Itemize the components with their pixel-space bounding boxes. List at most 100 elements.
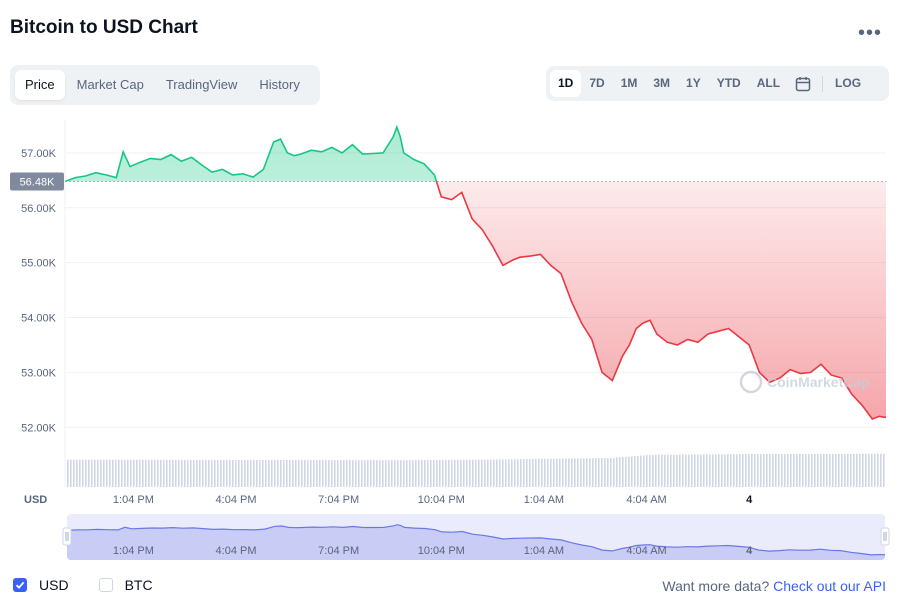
api-link[interactable]: Check out our API — [773, 578, 886, 594]
volume-bar — [373, 460, 375, 487]
range-all[interactable]: ALL — [756, 76, 781, 90]
volume-bar — [499, 459, 501, 487]
volume-bar — [514, 459, 516, 487]
range-ytd[interactable]: YTD — [716, 76, 741, 90]
volume-bar — [469, 459, 471, 487]
volume-bar — [700, 454, 702, 487]
volume-bar — [241, 459, 243, 487]
volume-bar — [814, 454, 816, 487]
volume-bar — [445, 459, 447, 487]
volume-bar — [592, 458, 594, 487]
volume-bar — [382, 460, 384, 487]
tab-history[interactable]: History — [259, 77, 300, 92]
volume-bar — [622, 457, 624, 487]
volume-bar — [220, 459, 222, 487]
volume-bar — [439, 459, 441, 487]
volume-bar — [571, 458, 573, 487]
volume-bar — [199, 459, 201, 487]
range-3m[interactable]: 3M — [653, 76, 671, 90]
volume-bar — [847, 453, 849, 487]
volume-bar — [139, 459, 141, 487]
volume-bar — [304, 460, 306, 487]
x-tick-label: 4:04 PM — [216, 494, 257, 506]
volume-bar — [397, 460, 399, 487]
volume-bar — [103, 459, 105, 487]
volume-bar — [91, 459, 93, 487]
calendar-icon[interactable] — [788, 70, 818, 97]
volume-bar — [748, 454, 750, 487]
volume-bar — [340, 460, 342, 487]
volume-bar — [544, 458, 546, 487]
tab-market-cap[interactable]: Market Cap — [76, 77, 144, 92]
navigator-handle-left[interactable] — [62, 527, 72, 546]
volume-bar — [865, 453, 867, 487]
volume-bar — [583, 458, 585, 487]
volume-bar — [328, 460, 330, 487]
volume-bar — [238, 459, 240, 487]
volume-bar — [658, 454, 660, 487]
volume-bar — [604, 457, 606, 487]
volume-bar — [799, 454, 801, 487]
navigator-handle-right[interactable] — [880, 527, 890, 546]
reference-price-label: 56.48K — [20, 176, 56, 188]
more-dots-icon[interactable]: ••• — [858, 22, 883, 44]
x-tick-label: 1:04 AM — [524, 494, 564, 506]
navigator-tick-label: 7:04 PM — [318, 545, 359, 557]
volume-bar — [664, 454, 666, 487]
log-scale-button[interactable]: LOG — [835, 76, 862, 90]
volume-bar — [406, 460, 408, 487]
x-tick-label: 4:04 AM — [626, 494, 666, 506]
volume-bar — [703, 454, 705, 487]
range-1y[interactable]: 1Y — [686, 76, 701, 90]
tab-tradingview[interactable]: TradingView — [165, 77, 238, 92]
volume-bar — [745, 454, 747, 487]
volume-bar — [625, 456, 627, 487]
volume-bar — [394, 460, 396, 487]
volume-bar — [193, 459, 195, 487]
volume-bar — [421, 460, 423, 487]
volume-bar — [154, 459, 156, 487]
usd-checkbox[interactable] — [13, 578, 27, 592]
volume-bar — [538, 458, 540, 487]
volume-bar — [226, 459, 228, 487]
volume-bar — [595, 458, 597, 487]
range-7d[interactable]: 7D — [589, 76, 605, 90]
volume-bar — [823, 454, 825, 487]
volume-bar — [568, 458, 570, 487]
volume-bar — [481, 459, 483, 487]
volume-bar — [403, 460, 405, 487]
volume-bar — [859, 453, 861, 487]
volume-bar — [367, 460, 369, 487]
volume-bar — [640, 455, 642, 487]
tab-price[interactable]: Price — [15, 70, 65, 100]
range-1d[interactable]: 1D — [550, 70, 582, 97]
volume-bar — [565, 458, 567, 487]
volume-bar — [628, 456, 630, 487]
range-navigator[interactable]: 1:04 PM 4:04 PM 7:04 PM 10:04 PM 1:04 AM 4:04… — [62, 514, 890, 560]
volume-bar — [331, 460, 333, 487]
volume-bar — [670, 454, 672, 487]
volume-bar — [760, 454, 762, 487]
navigator-tick-label: 4 — [746, 545, 753, 557]
volume-bar — [442, 459, 444, 487]
volume-bar — [490, 459, 492, 487]
x-axis: 1:04 PM 4:04 PM 7:04 PM 10:04 PM 1:04 AM 4:04… — [24, 494, 753, 506]
navigator-tick-label: 1:04 PM — [113, 545, 154, 557]
volume-bar — [757, 454, 759, 487]
volume-bars — [67, 453, 885, 487]
range-divider — [822, 75, 824, 92]
volume-bar — [259, 460, 261, 487]
volume-bar — [805, 454, 807, 487]
volume-bar — [148, 459, 150, 487]
navigator-area — [67, 524, 885, 560]
x-tick-label: 4 — [746, 494, 753, 506]
volume-bar — [214, 459, 216, 487]
range-1m[interactable]: 1M — [620, 76, 638, 90]
volume-bar — [535, 458, 537, 487]
volume-bar — [343, 460, 345, 487]
volume-bar — [787, 454, 789, 487]
volume-bar — [610, 457, 612, 487]
volume-bar — [520, 459, 522, 487]
btc-checkbox[interactable] — [98, 578, 113, 592]
